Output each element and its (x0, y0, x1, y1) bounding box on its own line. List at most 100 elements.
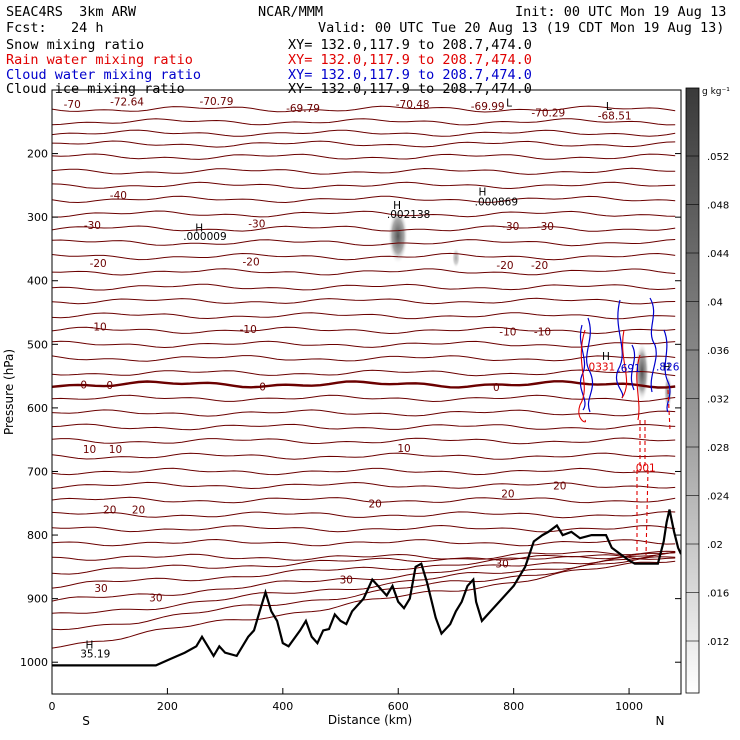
isotherm-line (52, 538, 676, 547)
field-xy-cloud-ice: XY= 132.0,117.9 to 208.7,474.0 (288, 81, 532, 97)
extrema-label: H (602, 351, 610, 363)
isotherm-line (52, 167, 676, 175)
isotherm-line (52, 140, 676, 148)
x-axis-label: Distance (km) (328, 713, 412, 727)
init-label: Init: 00 UTC Mon 19 Aug 13 (515, 4, 727, 20)
x-tick-label: 1000 (615, 700, 643, 713)
contour-label: 0 (106, 380, 113, 392)
valid-label: Valid: 00 UTC Tue 20 Aug 13 (19 CDT Mon … (318, 20, 725, 36)
isotherm-line (52, 129, 676, 137)
temperature-contours (52, 105, 676, 649)
y-tick-label: 600 (27, 402, 48, 415)
isotherm-line (52, 252, 676, 261)
contour-label: 30 (149, 592, 162, 604)
extrema-label: .826 (656, 362, 680, 374)
colorbar-tick-label: .028 (707, 443, 729, 454)
south-label: S (82, 714, 90, 728)
x-tick-label: 200 (157, 700, 178, 713)
x-tick-label: 600 (388, 700, 409, 713)
contour-labels: -70 -72.64 -70.79 -69.79 -70.48 -69.99 -70.29 -… (64, 96, 632, 605)
contour-label: 0 (493, 382, 500, 394)
colorbar-tick-label: .044 (707, 249, 729, 260)
isotherm-line (52, 551, 676, 602)
contour-label: -20 (531, 260, 548, 272)
colorbar-tick-label: .032 (707, 395, 729, 406)
contour-label: -70 (64, 99, 81, 111)
y-tick-label: 1000 (20, 656, 48, 669)
y-tick-label: 900 (27, 593, 48, 606)
extrema-label: H (663, 362, 671, 374)
extrema-label: H (86, 639, 94, 651)
extrema-label: H (479, 187, 487, 199)
contour-label: -68.51 (598, 110, 632, 122)
extrema-label: .002138 (387, 209, 430, 221)
org-label: NCAR/MMM (258, 4, 324, 20)
extrema-label: H (393, 200, 401, 212)
plot-frame (51, 89, 682, 695)
cloud-water-contours (579, 297, 671, 413)
isotherm-line (52, 326, 676, 335)
contour-label: -70.79 (200, 96, 234, 108)
colorbar-tick-label: .02 (707, 540, 723, 551)
contour-label: -69.79 (286, 103, 320, 115)
model-label: SEAC4RS 3km ARW (6, 4, 137, 20)
isotherm-line (52, 283, 676, 291)
y-axis-label: Pressure (hPa) (2, 349, 16, 435)
isotherm-line (52, 355, 676, 362)
contour-label: 0 (259, 381, 266, 393)
contour-label: -10 (499, 327, 516, 339)
isotherm-line (52, 153, 676, 160)
colorbar-tick-label: .04 (707, 298, 723, 309)
isotherm-line (52, 239, 676, 247)
isotherm-line (52, 452, 676, 460)
contour-label: -10 (534, 327, 551, 339)
contour-label: 0 (80, 379, 87, 391)
isotherm-line (52, 524, 676, 533)
colorbar-tick-label: .036 (707, 346, 729, 357)
extrema-label: L (606, 101, 612, 113)
contour-label: 30 (340, 575, 353, 587)
isotherm-line (52, 394, 676, 403)
rain-water-contours (578, 329, 671, 556)
extrema-label: .0331 (585, 362, 615, 374)
isotherm-line (52, 268, 676, 276)
field-xy-snow: XY= 132.0,117.9 to 208.7,474.0 (288, 37, 532, 53)
extrema-label: H (195, 222, 203, 234)
y-tick-label: 700 (27, 465, 48, 478)
contour-label: 30 (94, 583, 107, 595)
isotherm-line (52, 550, 676, 575)
y-tick-label: 800 (27, 529, 48, 542)
colorbar-tick-label: .012 (707, 637, 729, 648)
colorbar-ticks: .052 .048 .044 .04 .036 .032 .028 .024 .02 .016 .0… (686, 152, 729, 648)
field-xy-rain: XY= 132.0,117.9 to 208.7,474.0 (288, 52, 532, 68)
contour-label: 20 (501, 489, 514, 501)
contour-label: 10 (109, 444, 122, 456)
isotherm-line (52, 511, 676, 519)
y-tick-label: 500 (27, 338, 48, 351)
field-label-rain: Rain water mixing ratio (6, 52, 193, 68)
contour-label: 20 (103, 505, 116, 517)
contour-label: -69.99 (471, 101, 505, 113)
contour-label: 20 (553, 480, 566, 492)
contour-label: 10 (397, 443, 410, 455)
extrema-label: L (506, 98, 512, 110)
isotherm-line (52, 560, 676, 649)
isotherm-line (52, 467, 676, 476)
isotherm-line (52, 118, 676, 126)
isotherm-line (52, 105, 676, 113)
y-tick-label: 400 (27, 275, 48, 288)
x-tick-label: 0 (49, 700, 56, 713)
field-label-snow: Snow mixing ratio (6, 37, 145, 53)
isotherm-line (52, 225, 676, 232)
isotherm-line (52, 496, 676, 504)
contour-label: -10 (90, 322, 107, 334)
contour-label: -30 (84, 220, 101, 232)
isotherm-line (52, 552, 676, 589)
field-label-cloud-ice: Cloud ice mixing ratio (6, 81, 185, 97)
snow-mixing-ratio-shading (388, 208, 672, 410)
contour-label: -40 (110, 190, 127, 202)
x-axis-ticks: 0 200 400 600 800 1000 (49, 688, 643, 713)
plot-area: -70 -72.64 -70.79 -69.79 -70.48 -69.99 -70.29 -… (52, 96, 681, 667)
